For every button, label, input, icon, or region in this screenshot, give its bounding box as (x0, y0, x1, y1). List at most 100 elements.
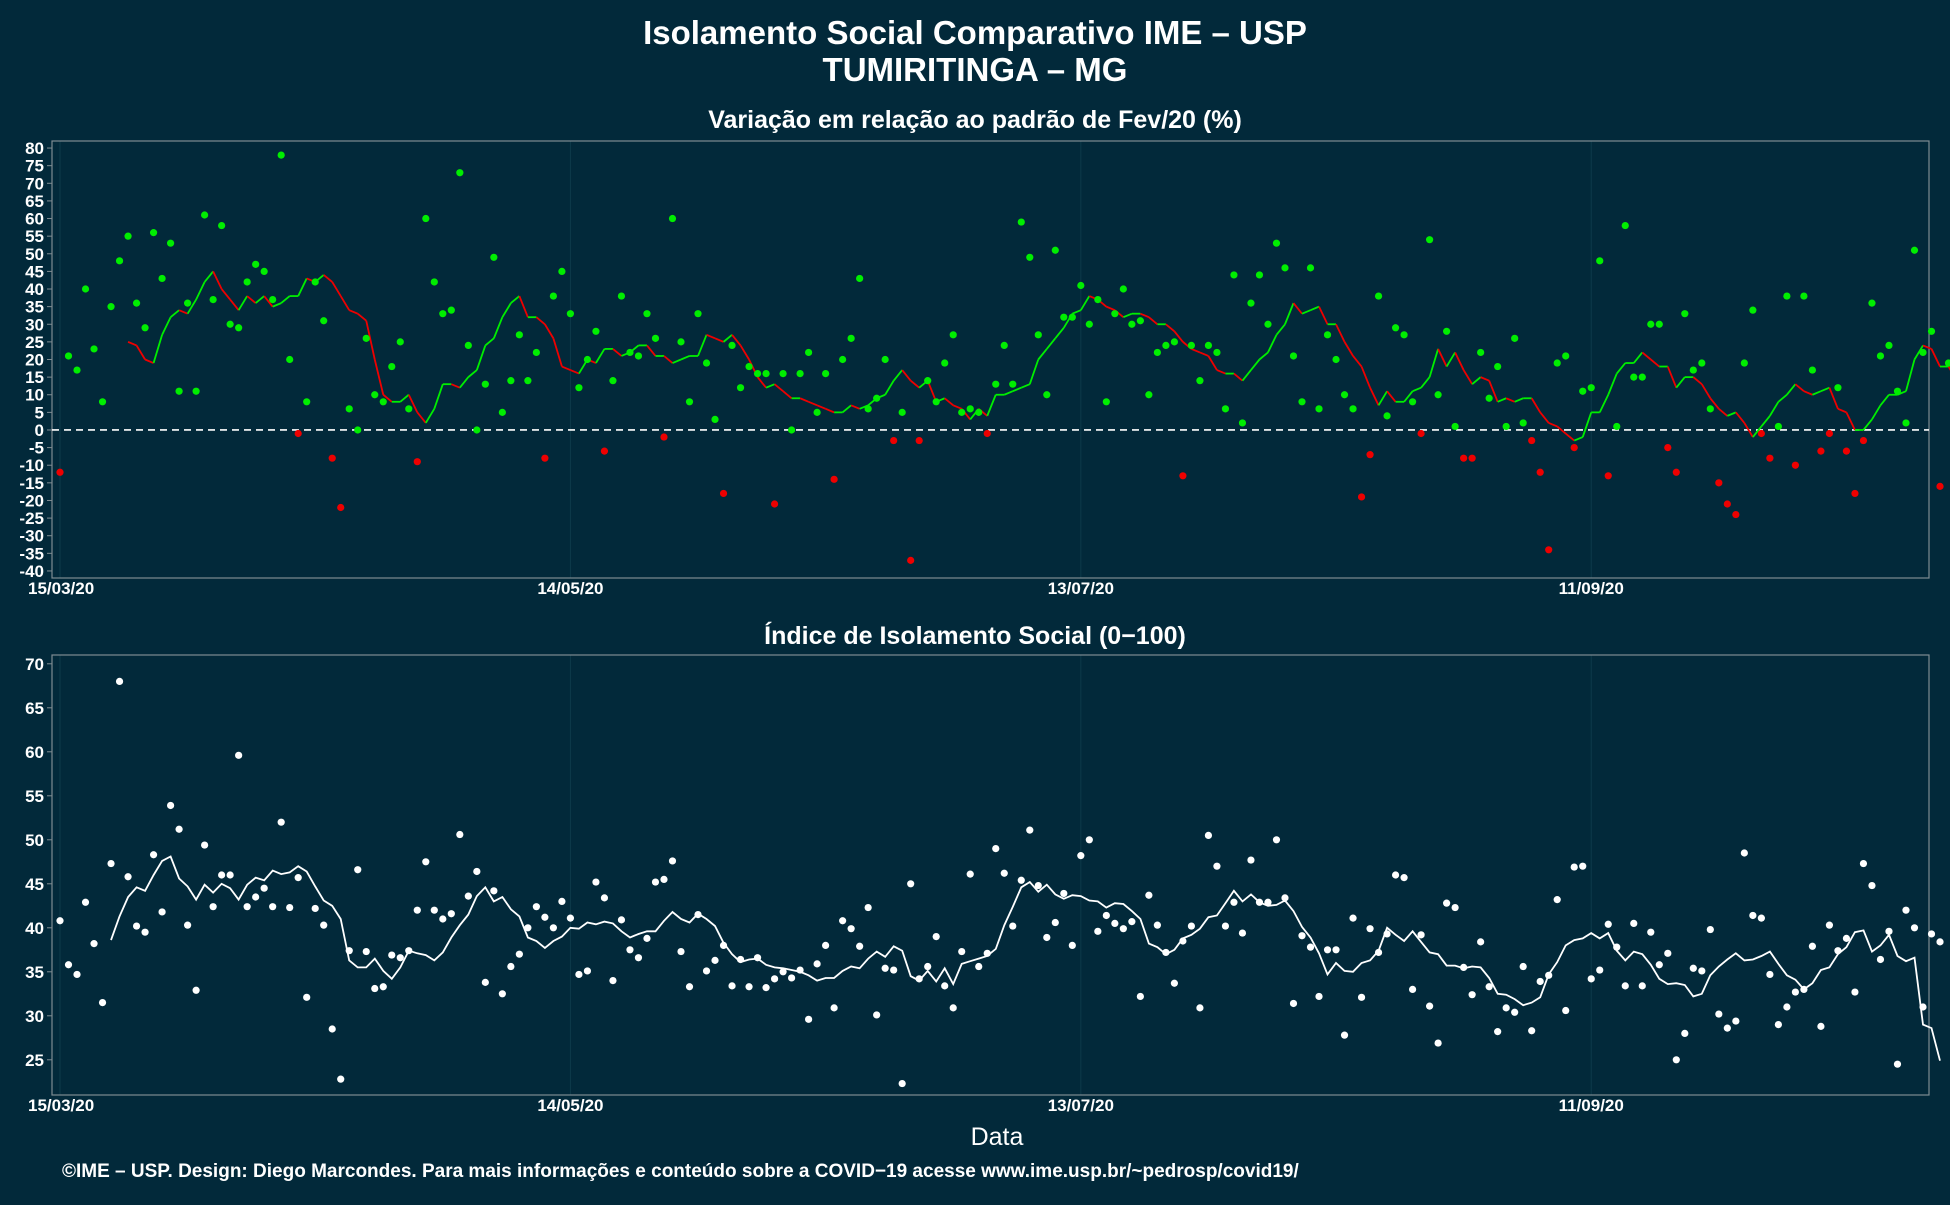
var-moving-average-segment (1641, 351, 1652, 361)
idx-data-point (1621, 982, 1629, 990)
var-moving-average-segment (910, 379, 920, 389)
var-moving-average-segment (1352, 355, 1363, 368)
var-data-point (1927, 327, 1936, 335)
var-moving-average-segment (1598, 394, 1610, 413)
idx-data-point (1783, 1003, 1791, 1011)
var-data-point (805, 348, 813, 357)
var-data-point (856, 274, 864, 283)
var-panel-border (51, 140, 1930, 579)
idx-data-point (354, 866, 362, 874)
idx-data-point (1077, 852, 1085, 860)
var-moving-average-segment (1471, 376, 1482, 385)
var-data-point (1357, 493, 1366, 501)
var-data-point (90, 345, 98, 353)
var-moving-average-segment (1607, 373, 1618, 396)
var-moving-average-segment (1837, 408, 1847, 414)
var-data-point (1910, 246, 1919, 254)
var-moving-average-segment (1360, 366, 1371, 389)
var-data-point (328, 454, 336, 462)
idx-data-point (541, 913, 549, 921)
var-moving-average-segment (808, 400, 818, 407)
var-data-point (1528, 436, 1536, 445)
var-moving-average-segment (450, 383, 461, 389)
idx-data-point (362, 947, 370, 956)
idx-data-point (1808, 942, 1817, 950)
var-moving-average-segment (1820, 386, 1830, 393)
var-moving-average-segment (357, 312, 367, 322)
var-moving-average-segment (1173, 330, 1184, 343)
idx-data-point (132, 922, 141, 930)
idx-data-point (660, 875, 668, 884)
idx-data-point (1434, 1039, 1442, 1047)
var-moving-average-segment (1794, 383, 1805, 392)
idx-data-point (668, 857, 677, 865)
var-moving-average-segment (170, 309, 180, 318)
var-data-point (847, 334, 855, 342)
var-moving-average-segment (680, 355, 690, 361)
idx-data-point (847, 925, 855, 933)
var-moving-average-segment (331, 281, 342, 297)
var-data-point (1545, 546, 1553, 554)
idx-data-point (1536, 977, 1544, 986)
var-moving-average-segment (697, 334, 708, 357)
var-moving-average-segment (1812, 390, 1822, 396)
idx-data-point (490, 887, 498, 895)
var-moving-average-segment (535, 316, 546, 325)
var-data-point (1596, 257, 1604, 265)
var-moving-average-segment (756, 376, 767, 389)
idx-data-point (1528, 1027, 1536, 1035)
var-moving-average-segment (152, 334, 163, 364)
var-moving-average-segment (1335, 323, 1346, 343)
var-moving-average-segment (178, 309, 188, 315)
idx-data-point (1426, 1002, 1434, 1010)
var-data-point (1289, 352, 1298, 360)
var-data-point (1689, 366, 1697, 374)
idx-data-point (1672, 1056, 1680, 1064)
idx-y-tick-label: 55 (25, 787, 44, 806)
var-moving-average-segment (1905, 359, 1916, 392)
var-moving-average-segment (348, 309, 359, 315)
var-data-point (1000, 341, 1008, 350)
var-data-point (1221, 405, 1230, 413)
var-moving-average-segment (1692, 376, 1703, 385)
idx-data-point (549, 924, 557, 932)
idx-data-point (209, 903, 217, 911)
idx-y-tick-label: 30 (25, 1007, 44, 1026)
idx-data-point (1851, 988, 1859, 996)
var-data-point (1630, 373, 1638, 381)
var-moving-average-segment (1165, 323, 1175, 332)
idx-data-point (422, 858, 430, 866)
idx-data-point (592, 878, 600, 886)
var-data-point (1672, 468, 1680, 476)
var-data-point (354, 426, 362, 434)
var-data-point (1553, 359, 1561, 367)
var-data-point (643, 310, 651, 318)
idx-data-point (1774, 1021, 1782, 1029)
var-data-point (1281, 264, 1289, 272)
idx-data-point (1170, 979, 1178, 987)
var-y-tick-label: 20 (25, 351, 44, 370)
var-data-point (1340, 391, 1349, 399)
var-data-point (549, 292, 557, 300)
idx-data-point (277, 818, 285, 826)
var-data-point (949, 331, 957, 339)
var-data-point (1417, 429, 1425, 438)
var-data-point (1825, 429, 1834, 438)
idx-data-point (1868, 881, 1876, 890)
idx-data-point (524, 924, 532, 932)
var-data-point (626, 348, 634, 357)
var-data-point (64, 352, 73, 360)
var-data-point (1153, 348, 1161, 357)
var-x-tick-label: 13/07/20 (1048, 579, 1114, 598)
var-data-point (1128, 320, 1136, 328)
var-moving-average-segment (1275, 323, 1286, 336)
var-data-point (141, 324, 149, 332)
var-moving-average-segment (1828, 387, 1839, 410)
var-data-point (337, 503, 345, 512)
var-data-point (1009, 380, 1017, 388)
idx-data-point (1374, 948, 1383, 957)
var-moving-average-segment (135, 344, 146, 360)
idx-y-tick-label: 70 (25, 655, 44, 674)
idx-data-point (1213, 862, 1221, 870)
